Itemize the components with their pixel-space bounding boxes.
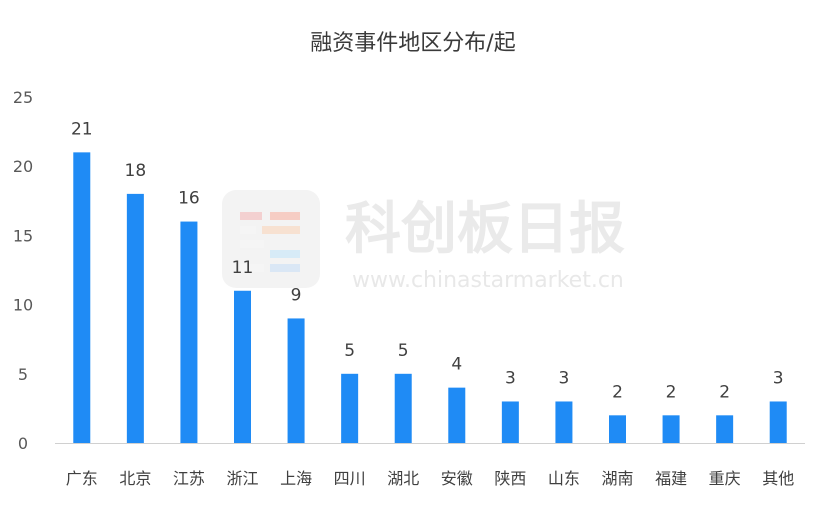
bar xyxy=(609,415,626,443)
bar xyxy=(126,193,144,443)
bar xyxy=(769,401,787,443)
y-axis: 0 5 10 15 20 25 xyxy=(13,88,33,453)
data-label: 4 xyxy=(451,355,462,375)
data-label: 5 xyxy=(344,341,355,361)
bar-series xyxy=(73,152,787,444)
watermark-name: 科创板日报 xyxy=(345,197,625,262)
x-tick-label: 浙江 xyxy=(226,469,258,488)
watermark-url: www.chinastarmarket.cn xyxy=(352,268,624,293)
chart-title: 融资事件地区分布/起 xyxy=(310,31,515,56)
data-label: 2 xyxy=(612,382,623,402)
y-tick-label: 5 xyxy=(18,365,28,384)
bar xyxy=(394,373,412,443)
bar xyxy=(287,318,305,443)
x-tick-label: 其他 xyxy=(762,469,794,488)
data-label: 9 xyxy=(291,285,302,305)
data-label: 2 xyxy=(666,382,677,402)
y-tick-label: 0 xyxy=(18,434,28,453)
x-tick-label: 北京 xyxy=(119,469,151,488)
x-tick-label: 重庆 xyxy=(709,469,741,488)
data-label: 18 xyxy=(125,161,147,181)
data-label: 16 xyxy=(178,189,200,209)
x-tick-label: 福建 xyxy=(655,469,687,488)
data-labels: 21 18 16 11 9 5 5 4 3 3 2 2 2 3 xyxy=(71,119,784,402)
bar xyxy=(555,401,573,443)
data-label: 5 xyxy=(398,341,409,361)
x-tick-label: 江苏 xyxy=(173,469,205,488)
data-label: 3 xyxy=(505,368,516,388)
bar xyxy=(662,415,680,443)
bar xyxy=(341,373,359,443)
watermark: 科创板日报 www.chinastarmarket.cn xyxy=(222,190,625,293)
bar xyxy=(180,221,198,443)
y-tick-label: 10 xyxy=(13,296,33,315)
bar xyxy=(501,401,519,443)
y-tick-label: 25 xyxy=(13,88,33,107)
x-tick-label: 陕西 xyxy=(494,469,526,488)
x-tick-label: 山东 xyxy=(548,469,580,488)
data-label: 2 xyxy=(719,382,730,402)
bar xyxy=(448,387,466,443)
x-tick-label: 广东 xyxy=(66,469,98,488)
data-label: 3 xyxy=(773,368,784,388)
x-tick-label: 安徽 xyxy=(441,469,473,488)
x-tick-label: 上海 xyxy=(280,469,312,488)
bar xyxy=(73,152,91,444)
x-axis: 广东 北京 江苏 浙江 上海 四川 湖北 安徽 陕西 山东 湖南 福建 重庆 其他 xyxy=(66,469,794,488)
x-tick-label: 四川 xyxy=(334,469,366,488)
bar xyxy=(234,290,251,443)
x-tick-label: 湖南 xyxy=(601,469,633,488)
x-tick-label: 湖北 xyxy=(387,469,419,488)
data-label: 3 xyxy=(559,368,570,388)
y-tick-label: 20 xyxy=(13,157,33,176)
data-label: 11 xyxy=(232,258,254,278)
data-label: 21 xyxy=(71,119,93,139)
bar xyxy=(716,415,734,443)
y-tick-label: 15 xyxy=(13,226,33,245)
